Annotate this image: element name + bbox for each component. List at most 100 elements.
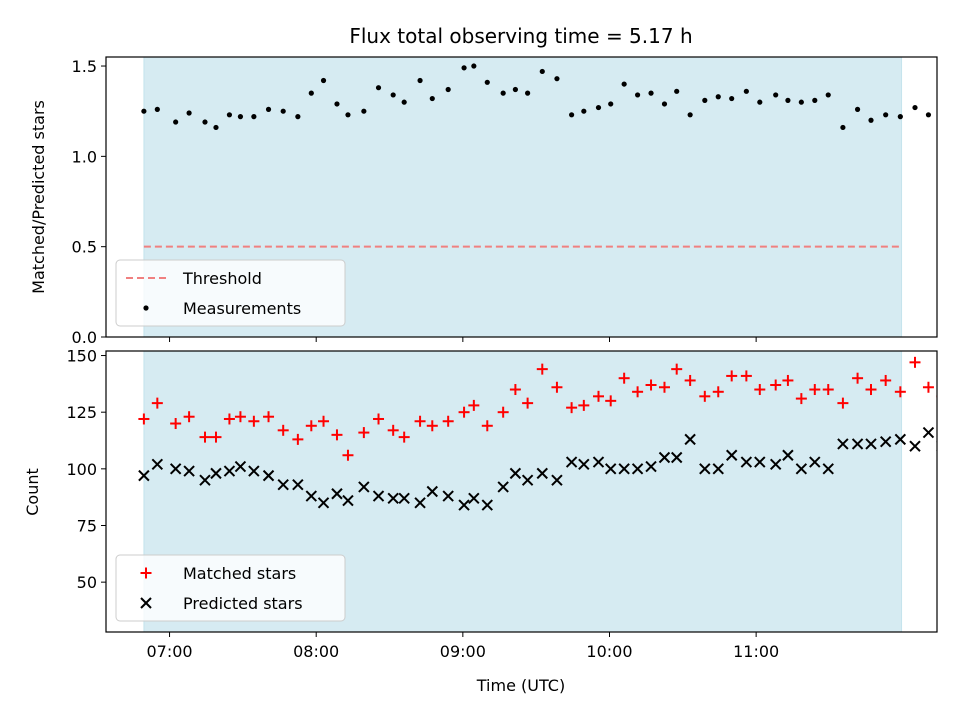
- measurement-point: [868, 117, 874, 123]
- matched-star-point: [509, 384, 521, 396]
- measurement-point: [773, 92, 779, 98]
- predicted-star-point: [210, 467, 222, 480]
- measurement-point: [186, 110, 192, 116]
- measurement-point: [237, 114, 244, 120]
- matched-star-point: [481, 420, 493, 432]
- matched-star-point: [318, 415, 330, 427]
- matched-star-point: [726, 370, 738, 382]
- matched-star-point: [305, 420, 317, 432]
- predicted-star-point: [521, 474, 534, 486]
- predicted-star-point: [712, 463, 724, 475]
- measurement-point: [375, 85, 382, 91]
- predicted-star-point: [936, 441, 937, 452]
- measurement-point: [213, 124, 219, 131]
- predicted-star-point: [565, 456, 578, 468]
- predicted-star-point: [426, 485, 438, 498]
- predicted-star-point: [151, 458, 164, 471]
- matched-star-point: [822, 384, 834, 396]
- x-tick-label: 10:00: [586, 642, 632, 661]
- matched-star-point: [754, 384, 766, 396]
- legend-predicted-marker: [140, 597, 152, 609]
- predicted-star-point: [199, 474, 211, 486]
- measurement-point: [912, 104, 918, 111]
- predicted-star-point: [865, 438, 877, 450]
- predicted-star-point: [372, 490, 385, 502]
- measurement-point: [715, 94, 721, 100]
- predicted-star-point: [684, 433, 696, 446]
- measurement-point: [634, 92, 641, 98]
- matched-star-point: [950, 416, 960, 427]
- measurement-point: [154, 106, 160, 112]
- matched-star-point: [373, 413, 385, 425]
- matched-star-point: [699, 390, 711, 402]
- measurement-point: [265, 106, 272, 112]
- matched-star-point: [551, 381, 563, 393]
- measurement-point: [345, 112, 351, 118]
- predicted-star-point: [331, 488, 343, 500]
- matched-star-point: [536, 363, 548, 375]
- measurement-point: [897, 114, 903, 120]
- measurement-point: [883, 112, 889, 118]
- measurement-point: [141, 108, 147, 114]
- matched-star-point: [809, 384, 821, 396]
- predicted-star-point: [699, 463, 711, 475]
- measurement-point: [953, 119, 958, 124]
- matched-star-point: [151, 397, 163, 409]
- measurement-point: [812, 97, 818, 103]
- measurement-point: [661, 101, 668, 107]
- measurement-point: [334, 101, 340, 107]
- predicted-star-point: [631, 463, 644, 475]
- matched-star-point: [248, 415, 260, 427]
- matched-star-point: [398, 431, 410, 443]
- predicted-star-point: [879, 435, 892, 448]
- measurement-point: [512, 86, 518, 93]
- matched-star-point: [671, 363, 683, 375]
- matched-star-point: [795, 393, 807, 405]
- predicted-star-point: [292, 478, 304, 491]
- predicted-star-point: [740, 456, 753, 468]
- matched-star-point: [936, 395, 937, 398]
- measurement-point: [648, 90, 654, 96]
- predicted-star-point: [754, 456, 766, 468]
- matched-star-point: [658, 381, 670, 393]
- predicted-star-point: [138, 469, 150, 482]
- predicted-star-point: [169, 463, 182, 475]
- matched-star-point: [497, 406, 509, 418]
- matched-star-point: [426, 420, 438, 432]
- count-panel: 50 75 100 125 150 07:00 08:00 09:00 10:00 11:00 Ma…: [66, 347, 960, 661]
- predicted-star-point: [234, 460, 247, 473]
- predicted-star-point: [950, 443, 960, 453]
- measurement-point: [757, 99, 763, 105]
- predicted-star-point: [536, 467, 548, 480]
- measurement-point: [554, 76, 560, 82]
- measurement-point: [854, 106, 861, 112]
- legend-box: [115, 554, 346, 622]
- matched-star-point: [358, 427, 370, 439]
- predicted-star-point: [894, 433, 907, 446]
- matched-star-point: [292, 433, 304, 445]
- predicted-star-point: [223, 465, 236, 477]
- predicted-star-point: [277, 478, 289, 491]
- measurement-point: [595, 104, 602, 111]
- legend-box: [115, 259, 346, 327]
- x-tick-label: 07:00: [146, 642, 192, 661]
- matched-star-point: [414, 415, 426, 427]
- matched-star-point: [210, 431, 222, 443]
- measurement-point: [445, 86, 451, 93]
- measurement-point: [461, 65, 467, 71]
- chart-title: Flux total observing time = 5.17 h: [349, 24, 692, 48]
- matched-star-point: [618, 372, 630, 384]
- plot-area: [138, 356, 960, 511]
- measurement-point: [608, 101, 614, 107]
- y-tick-label: 125: [66, 403, 97, 422]
- legend-label: Matched stars: [183, 564, 296, 583]
- y-tick-label: 50: [77, 573, 97, 592]
- matched-star-point: [183, 411, 195, 423]
- predicted-star-point: [497, 481, 509, 493]
- matched-star-point: [894, 386, 906, 398]
- x-axis-label: Time (UTC): [476, 676, 565, 695]
- predicted-star-point: [822, 463, 834, 475]
- measurement-point: [417, 77, 423, 84]
- matched-star-point: [837, 397, 849, 409]
- matched-star-point: [578, 399, 590, 411]
